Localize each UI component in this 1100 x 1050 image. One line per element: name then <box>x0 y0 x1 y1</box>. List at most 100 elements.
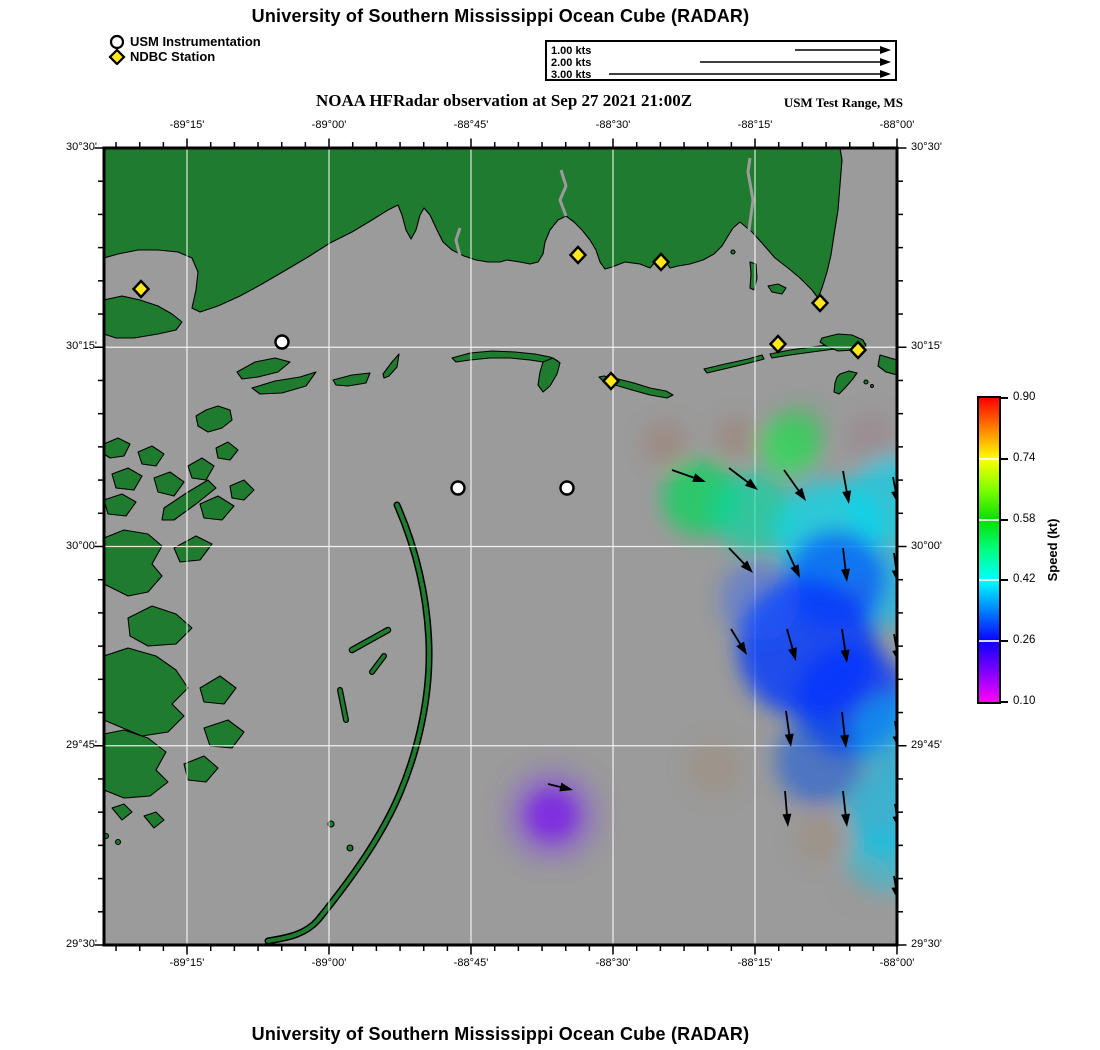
coastline-layer <box>104 148 897 945</box>
marsh-island <box>104 493 137 517</box>
x-axis-label-top: -88°00' <box>879 119 915 131</box>
current-vector <box>786 549 800 578</box>
islet-dot <box>114 838 122 846</box>
current-vector <box>840 628 850 663</box>
speed-blob <box>794 812 846 864</box>
current-vector <box>730 628 747 655</box>
current-vector <box>786 628 797 661</box>
x-axis-label-bottom: -89°15' <box>169 957 205 969</box>
usm-station-marker <box>274 334 290 350</box>
ndbc-station-marker <box>810 293 830 313</box>
colorbar-tick <box>1001 457 1008 460</box>
islet <box>370 654 386 674</box>
marsh-island <box>111 467 143 491</box>
vector-head <box>559 782 573 792</box>
colorbar-tick <box>1001 518 1008 521</box>
chandeleur-arc <box>266 503 432 943</box>
vector-head <box>794 487 806 501</box>
scale-entry-label: 3.00 kts <box>551 69 591 79</box>
vector-shaft <box>728 467 749 484</box>
vector-head <box>692 473 706 482</box>
y-axis-label-left: 30°30' <box>66 141 97 153</box>
ndbc-station-marker <box>568 245 588 265</box>
islet <box>338 688 348 722</box>
barrier-island <box>833 370 858 395</box>
vector-shaft <box>730 628 742 646</box>
speed-blob <box>845 412 895 462</box>
map-canvas <box>94 138 907 955</box>
x-axis-label-bottom: -88°00' <box>879 957 915 969</box>
vector-shaft <box>783 469 800 492</box>
marsh-island <box>173 535 213 563</box>
speed-blob <box>716 417 756 457</box>
speed-blob <box>844 866 880 902</box>
vector-head <box>841 813 851 827</box>
colorbar-title: Speed (kt) <box>1045 518 1060 582</box>
islet-dot <box>730 249 736 255</box>
x-axis-label-bottom: -88°15' <box>737 957 773 969</box>
islet <box>350 628 390 652</box>
marsh-island <box>104 729 169 799</box>
current-vector <box>728 467 758 490</box>
colorbar-gridline <box>979 640 999 643</box>
current-vector <box>783 469 806 501</box>
colorbar-tick-label: 0.42 <box>1013 573 1036 586</box>
vector-shaft <box>841 711 846 737</box>
vector-shaft <box>786 549 796 568</box>
scale-entry-label: 1.00 kts <box>551 45 591 57</box>
range-label: USM Test Range, MS <box>783 95 903 110</box>
vector-shaft <box>786 628 794 650</box>
colorbar-tick-label: 0.26 <box>1013 634 1036 647</box>
x-axis-label-top: -88°30' <box>595 119 631 131</box>
scale-arrow <box>700 58 891 66</box>
marsh-island <box>143 811 165 829</box>
map-interior <box>104 148 897 945</box>
axis-ticks <box>94 138 907 955</box>
ndbc-station-marker <box>131 279 151 299</box>
islet-dot <box>869 383 875 389</box>
speed-blob <box>720 560 800 640</box>
colorbar-tick-label: 0.10 <box>1013 695 1036 707</box>
vector-shaft <box>842 547 847 571</box>
current-vector <box>547 782 573 792</box>
y-axis-label-right: 30°30' <box>911 141 942 153</box>
ndbc-diamond-icon <box>108 48 126 65</box>
vector-head <box>840 649 850 663</box>
river-channel <box>454 227 462 257</box>
page-title-bottom: University of Southern Mississippi Ocean… <box>251 1024 750 1044</box>
marsh-island <box>153 471 185 497</box>
vector-shaft <box>785 710 791 736</box>
speed-blob <box>524 787 580 843</box>
marsh-island <box>104 647 189 737</box>
vector-shaft <box>728 547 746 565</box>
islet-dot <box>346 844 354 852</box>
vector-head <box>788 647 797 661</box>
vector-head <box>736 641 747 655</box>
usm-station-marker <box>559 480 575 496</box>
vector-head <box>841 568 850 582</box>
colorbar-tick-label: 0.58 <box>1013 512 1036 525</box>
barrier-island <box>251 371 317 395</box>
current-vector <box>841 547 850 582</box>
marsh-island <box>767 283 787 295</box>
current-vector <box>784 710 794 747</box>
legend-item-usm: USM Instrumentation <box>108 34 261 49</box>
colorbar-gridline <box>979 518 999 521</box>
colorbar-tick <box>1001 701 1008 703</box>
speed-blob <box>853 695 897 775</box>
y-axis-label-right: 29°30' <box>911 938 942 950</box>
vector-shaft <box>842 790 847 816</box>
scale-arrow <box>609 70 891 78</box>
islet-dot <box>863 379 869 385</box>
velocity-scale-box: 1.00 kts 2.00 kts 3.00 kts <box>545 40 897 81</box>
marsh-island <box>199 495 235 521</box>
barrier-island <box>382 353 400 379</box>
river-channel <box>746 157 755 257</box>
legend-label-ndbc: NDBC Station <box>130 49 216 64</box>
barrier-island <box>332 372 371 387</box>
vector-shaft <box>842 470 848 493</box>
barrier-island <box>703 354 765 374</box>
fort-morgan-tip <box>877 354 897 376</box>
